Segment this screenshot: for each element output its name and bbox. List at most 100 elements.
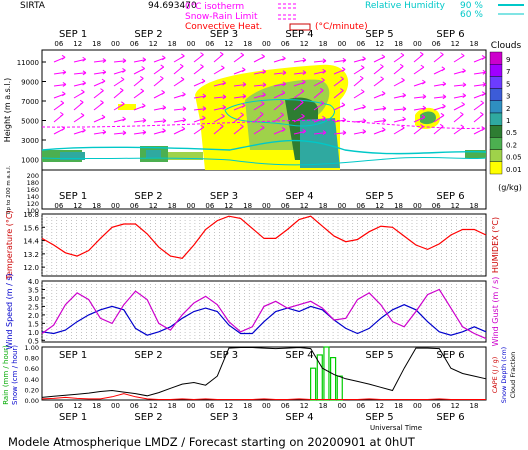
legend-right-value: 60 %: [460, 10, 483, 20]
wind-arrow: [93, 131, 106, 135]
legend-line-convective: [289, 23, 311, 31]
panel-ytick-2: 2.5: [28, 303, 39, 311]
wind-arrow: [393, 108, 406, 111]
wind-arrow: [273, 72, 286, 75]
cloud-fraction-line: [41, 346, 487, 398]
wind-arrow-head: [282, 55, 286, 61]
wind-arrow-head: [222, 104, 226, 110]
bottom-hour-tick: 12: [224, 402, 233, 410]
cloud-ytick: 11000: [17, 59, 39, 67]
wind-arrow: [253, 84, 266, 87]
wind-arrow: [373, 107, 386, 111]
wind-arrow-head: [120, 76, 125, 82]
colorbar-level: 3: [506, 93, 510, 101]
wind-arrow-head: [280, 100, 284, 105]
cloud-right-green: [420, 111, 436, 125]
cloud-lower-ytick: 120: [27, 200, 39, 208]
panel-ytick-1: 15.6: [23, 224, 39, 232]
wind-arrow-head: [381, 127, 386, 133]
wind-arrow-head: [420, 124, 424, 129]
colorbar-swatch: [489, 149, 503, 163]
wind-arrow: [173, 93, 186, 99]
bottom-hour-tick: 06: [356, 402, 365, 410]
top-hour-tick: 18: [319, 40, 328, 48]
cape-line: [41, 393, 486, 401]
wind-arrow-head: [461, 101, 465, 107]
wind-arrow: [233, 83, 246, 87]
panel-ytick-2: 1.5: [28, 320, 39, 328]
cloud-bottom-hour-tick: 06: [281, 202, 290, 210]
wind-arrow: [153, 130, 166, 135]
colorbar-level: 0.01: [506, 166, 522, 174]
wind-arrow: [53, 83, 66, 87]
bottom-day-label: SEP 6: [436, 412, 464, 423]
wind-arrow-head: [302, 128, 306, 134]
wind-arrow: [73, 58, 86, 63]
bottom-hour-tick: 12: [375, 402, 384, 410]
wind-arrow: [273, 83, 286, 87]
precip-ylabel-right3: Cloud Fraction: [509, 352, 517, 399]
wind-arrow-head: [242, 82, 247, 87]
colorbar-title: Clouds: [491, 41, 522, 51]
colorbar-level: 0.2: [506, 141, 517, 149]
legend-line-isotherm: [278, 3, 298, 9]
wind-arrow-head: [182, 117, 187, 123]
bottom-day-label: SEP 3: [210, 412, 238, 423]
rh-contour-upper: [224, 99, 335, 127]
wind-arrow-head: [381, 91, 386, 96]
wind-arrow-head: [460, 53, 465, 59]
wind-arrow-head: [241, 102, 246, 108]
cloud-lower-ytick: 160: [27, 186, 39, 194]
wind-arrow-head: [460, 124, 465, 130]
cloud-bottom-hour-tick: 12: [224, 202, 233, 210]
wind-arrow-head: [480, 111, 484, 117]
wind-arrow: [53, 71, 66, 75]
wind-arrow: [113, 60, 126, 63]
cloud-bottom-day-label: SEP 3: [210, 191, 238, 202]
wind-arrow-head: [101, 114, 106, 120]
wind-arrow-head: [322, 68, 326, 74]
wind-arrow-head: [261, 54, 265, 59]
wind-arrow-head: [259, 111, 264, 117]
wind-arrow-head: [401, 125, 405, 131]
precip-ytick: 0.00: [25, 397, 39, 405]
cloud-bottom-hour-tick: 00: [187, 202, 196, 210]
wind-arrow-head: [260, 101, 265, 107]
wind-arrow-head: [202, 93, 207, 99]
bottom-hour-tick: 06: [205, 402, 214, 410]
wind-arrow-head: [82, 70, 87, 76]
wind-arrow: [453, 95, 466, 99]
bottom-hour-tick: 06: [432, 402, 441, 410]
wind-arrow: [333, 59, 346, 63]
wind-arrow-head: [222, 80, 226, 86]
wind-arrow: [153, 107, 166, 111]
top-day-label: SEP 2: [134, 29, 162, 40]
wind-arrow-head: [221, 65, 225, 71]
cloud-bottom-day-label: SEP 6: [436, 191, 464, 202]
wind-arrow: [433, 96, 446, 99]
wind-arrow-head: [480, 100, 484, 106]
colorbar-swatch: [489, 161, 503, 175]
bottom-day-label: SEP 5: [365, 412, 393, 423]
panel-ytick-2: 0.5: [28, 337, 39, 345]
wind-arrow: [113, 132, 126, 135]
cloud-bottom-hour-tick: 18: [92, 202, 101, 210]
wind-arrow-head: [402, 92, 406, 98]
bottom-hour-tick: 18: [92, 402, 101, 410]
top-day-label: SEP 3: [210, 29, 238, 40]
wind-arrow: [313, 117, 326, 123]
wind-arrow-head: [182, 106, 187, 112]
top-day-label: SEP 1: [59, 29, 87, 40]
wind-arrow-head: [380, 76, 384, 82]
top-hour-tick: 12: [375, 40, 384, 48]
legend-left-item: Snow-Rain Limit: [185, 12, 258, 22]
colorbar-swatch: [489, 137, 503, 150]
top-hour-tick: 18: [243, 40, 252, 48]
top-hour-tick: 12: [73, 40, 82, 48]
wind-arrow: [213, 106, 226, 111]
wind-arrow-head: [142, 118, 147, 123]
wind-arrow: [73, 72, 86, 75]
cloud-bottom-hour-tick: 18: [319, 202, 328, 210]
wind-arrow-head: [401, 77, 405, 83]
colorbar-swatch: [489, 63, 503, 77]
